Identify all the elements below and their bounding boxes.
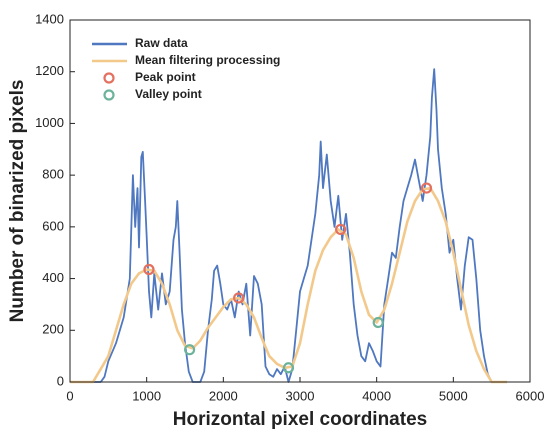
legend-label: Peak point — [135, 70, 196, 84]
x-tick-label: 4000 — [362, 388, 391, 403]
y-tick-label: 800 — [42, 167, 64, 182]
legend-label: Mean filtering processing — [135, 53, 280, 67]
x-tick-label: 1000 — [132, 388, 161, 403]
x-tick-label: 5000 — [439, 388, 468, 403]
legend-label: Valley point — [135, 87, 202, 101]
plot-frame — [69, 19, 531, 383]
y-tick-label: 400 — [42, 270, 64, 285]
point — [282, 362, 295, 374]
point — [233, 292, 245, 304]
y-tick-label: 0 — [57, 373, 64, 388]
legend-marker — [103, 72, 115, 84]
x-tick-label: 3000 — [286, 388, 315, 403]
point — [335, 223, 347, 236]
y-tick-label: 600 — [42, 218, 64, 233]
x-tick-label: 2000 — [209, 388, 238, 403]
point — [372, 316, 384, 329]
y-axis-label: Number of binarized pixels — [7, 80, 28, 323]
x-tick-label: 0 — [66, 388, 73, 403]
x-axis-label: Horizontal pixel coordinates — [173, 409, 427, 430]
line — [70, 68, 500, 383]
point — [184, 344, 196, 356]
y-tick-label: 1400 — [35, 11, 64, 26]
y-tick-label: 1000 — [35, 115, 64, 130]
y-tick-label: 200 — [42, 322, 64, 337]
point — [143, 263, 155, 276]
x-tick-label: 6000 — [516, 388, 545, 403]
legend-marker — [103, 89, 115, 101]
legend-label: Raw data — [135, 36, 188, 50]
y-tick-label: 1200 — [35, 63, 64, 78]
point — [420, 182, 433, 194]
